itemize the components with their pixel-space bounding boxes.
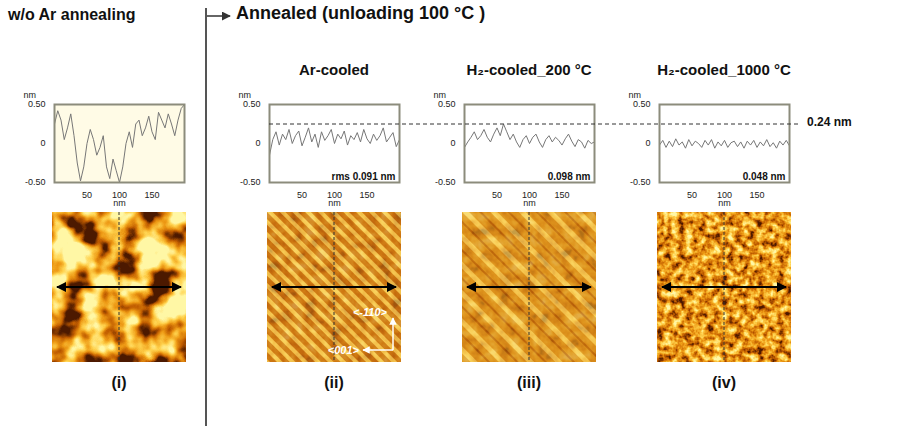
html-text:H₂-cooled_200 °C: H₂-cooled_200 °C: [466, 61, 592, 78]
html-text:(i): (i): [111, 374, 127, 391]
svg-text:150: 150: [749, 190, 764, 200]
svg-text:150: 150: [359, 190, 374, 200]
svg-text:0.50: 0.50: [633, 99, 651, 109]
svg-text:100: 100: [112, 189, 127, 200]
svg-text:<001>: <001>: [328, 344, 360, 356]
svg-text:0: 0: [450, 138, 455, 148]
svg-text:0.50: 0.50: [438, 99, 456, 109]
html-text:(iv): (iv): [712, 374, 736, 391]
svg-text:-0.50: -0.50: [25, 177, 46, 187]
svg-text:nm: nm: [328, 198, 341, 208]
svg-text:0: 0: [645, 138, 650, 148]
svg-text:nm: nm: [718, 198, 731, 208]
svg-text:nm: nm: [434, 90, 447, 100]
svg-text:0.048 nm: 0.048 nm: [743, 171, 786, 182]
svg-text:nm: nm: [629, 90, 642, 100]
html-text:(iii): (iii): [517, 374, 541, 391]
svg-text:0: 0: [40, 138, 45, 148]
svg-text:<-110>: <-110>: [353, 306, 388, 318]
svg-text:150: 150: [144, 190, 159, 200]
svg-text:-0.50: -0.50: [435, 177, 456, 187]
svg-text:100: 100: [717, 189, 732, 200]
svg-text:100: 100: [327, 189, 342, 200]
svg-text:nm: nm: [24, 90, 37, 100]
html-text:Ar-cooled: Ar-cooled: [299, 61, 369, 78]
svg-text:0.50: 0.50: [28, 99, 46, 109]
html-text:H₂-cooled_1000 °C: H₂-cooled_1000 °C: [657, 61, 791, 78]
svg-text:100: 100: [522, 189, 537, 200]
svg-text:0: 0: [255, 138, 260, 148]
html-text:w/o Ar annealing: w/o Ar annealing: [8, 6, 136, 23]
svg-text:nm: nm: [239, 90, 252, 100]
svg-text:rms 0.091 nm: rms 0.091 nm: [332, 171, 396, 182]
svg-text:50: 50: [492, 190, 502, 200]
svg-text:50: 50: [82, 190, 92, 200]
svg-text:50: 50: [687, 190, 697, 200]
svg-text:-0.50: -0.50: [240, 177, 261, 187]
svg-text:-0.50: -0.50: [630, 177, 651, 187]
html-text:0.24 nm: 0.24 nm: [807, 115, 852, 130]
svg-text:0.50: 0.50: [243, 99, 261, 109]
html-text:Annealed (unloading 100 °C ): Annealed (unloading 100 °C ): [236, 3, 486, 23]
svg-text:0.098 nm: 0.098 nm: [548, 171, 591, 182]
svg-text:nm: nm: [113, 198, 126, 208]
svg-text:50: 50: [297, 190, 307, 200]
html-text:(ii): (ii): [324, 374, 344, 391]
svg-text:nm: nm: [523, 198, 536, 208]
svg-text:150: 150: [554, 190, 569, 200]
